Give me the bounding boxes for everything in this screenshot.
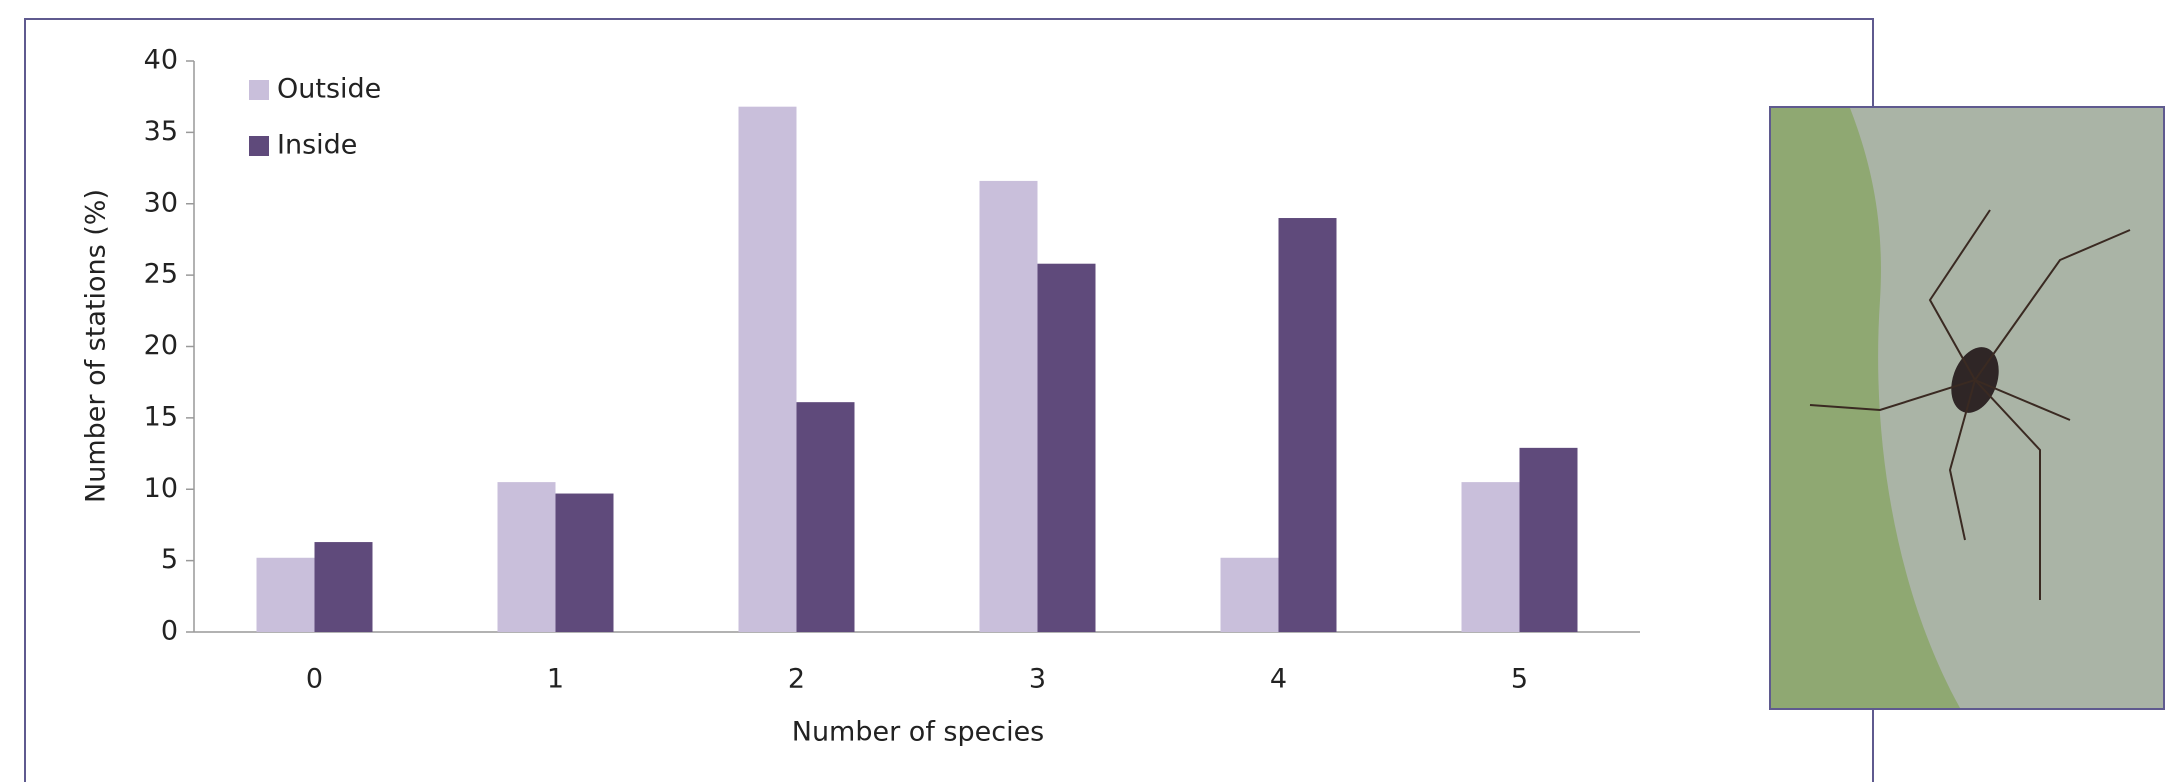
x-axis-title: Number of species	[792, 717, 1045, 748]
bar	[1279, 218, 1337, 632]
y-tick-label: 15	[144, 401, 178, 432]
y-tick-label: 0	[161, 616, 178, 647]
legend-label: Inside	[277, 130, 357, 161]
y-tick-label: 40	[144, 45, 178, 76]
x-tick-label: 1	[547, 664, 564, 695]
bar	[315, 542, 373, 632]
y-tick-label: 35	[144, 116, 178, 147]
bar	[980, 181, 1038, 632]
legend-swatch	[249, 136, 269, 156]
y-tick-label: 25	[144, 259, 178, 290]
bar	[1520, 448, 1578, 632]
y-axis-title: Number of stations (%)	[81, 189, 112, 503]
x-tick-label: 4	[1270, 664, 1287, 695]
legend-swatch	[249, 80, 269, 100]
bar	[1221, 558, 1279, 632]
x-tick-label: 0	[306, 664, 323, 695]
y-tick-label: 5	[161, 544, 178, 575]
x-tick-label: 5	[1511, 664, 1528, 695]
bar	[739, 107, 797, 632]
x-tick-label: 2	[788, 664, 805, 695]
page: Number of stations (%) Number of species…	[0, 0, 2170, 782]
bar	[556, 494, 614, 632]
bar	[1462, 482, 1520, 632]
bar	[498, 482, 556, 632]
y-tick-label: 10	[144, 473, 178, 504]
x-tick-label: 3	[1029, 664, 1046, 695]
bar	[797, 402, 855, 632]
y-tick-label: 20	[144, 330, 178, 361]
chart: Number of stations (%) Number of species…	[0, 0, 2170, 782]
legend-label: Outside	[277, 74, 381, 105]
y-tick-label: 30	[144, 187, 178, 218]
bar	[1038, 264, 1096, 632]
photo	[1770, 107, 2164, 709]
bar	[257, 558, 315, 632]
